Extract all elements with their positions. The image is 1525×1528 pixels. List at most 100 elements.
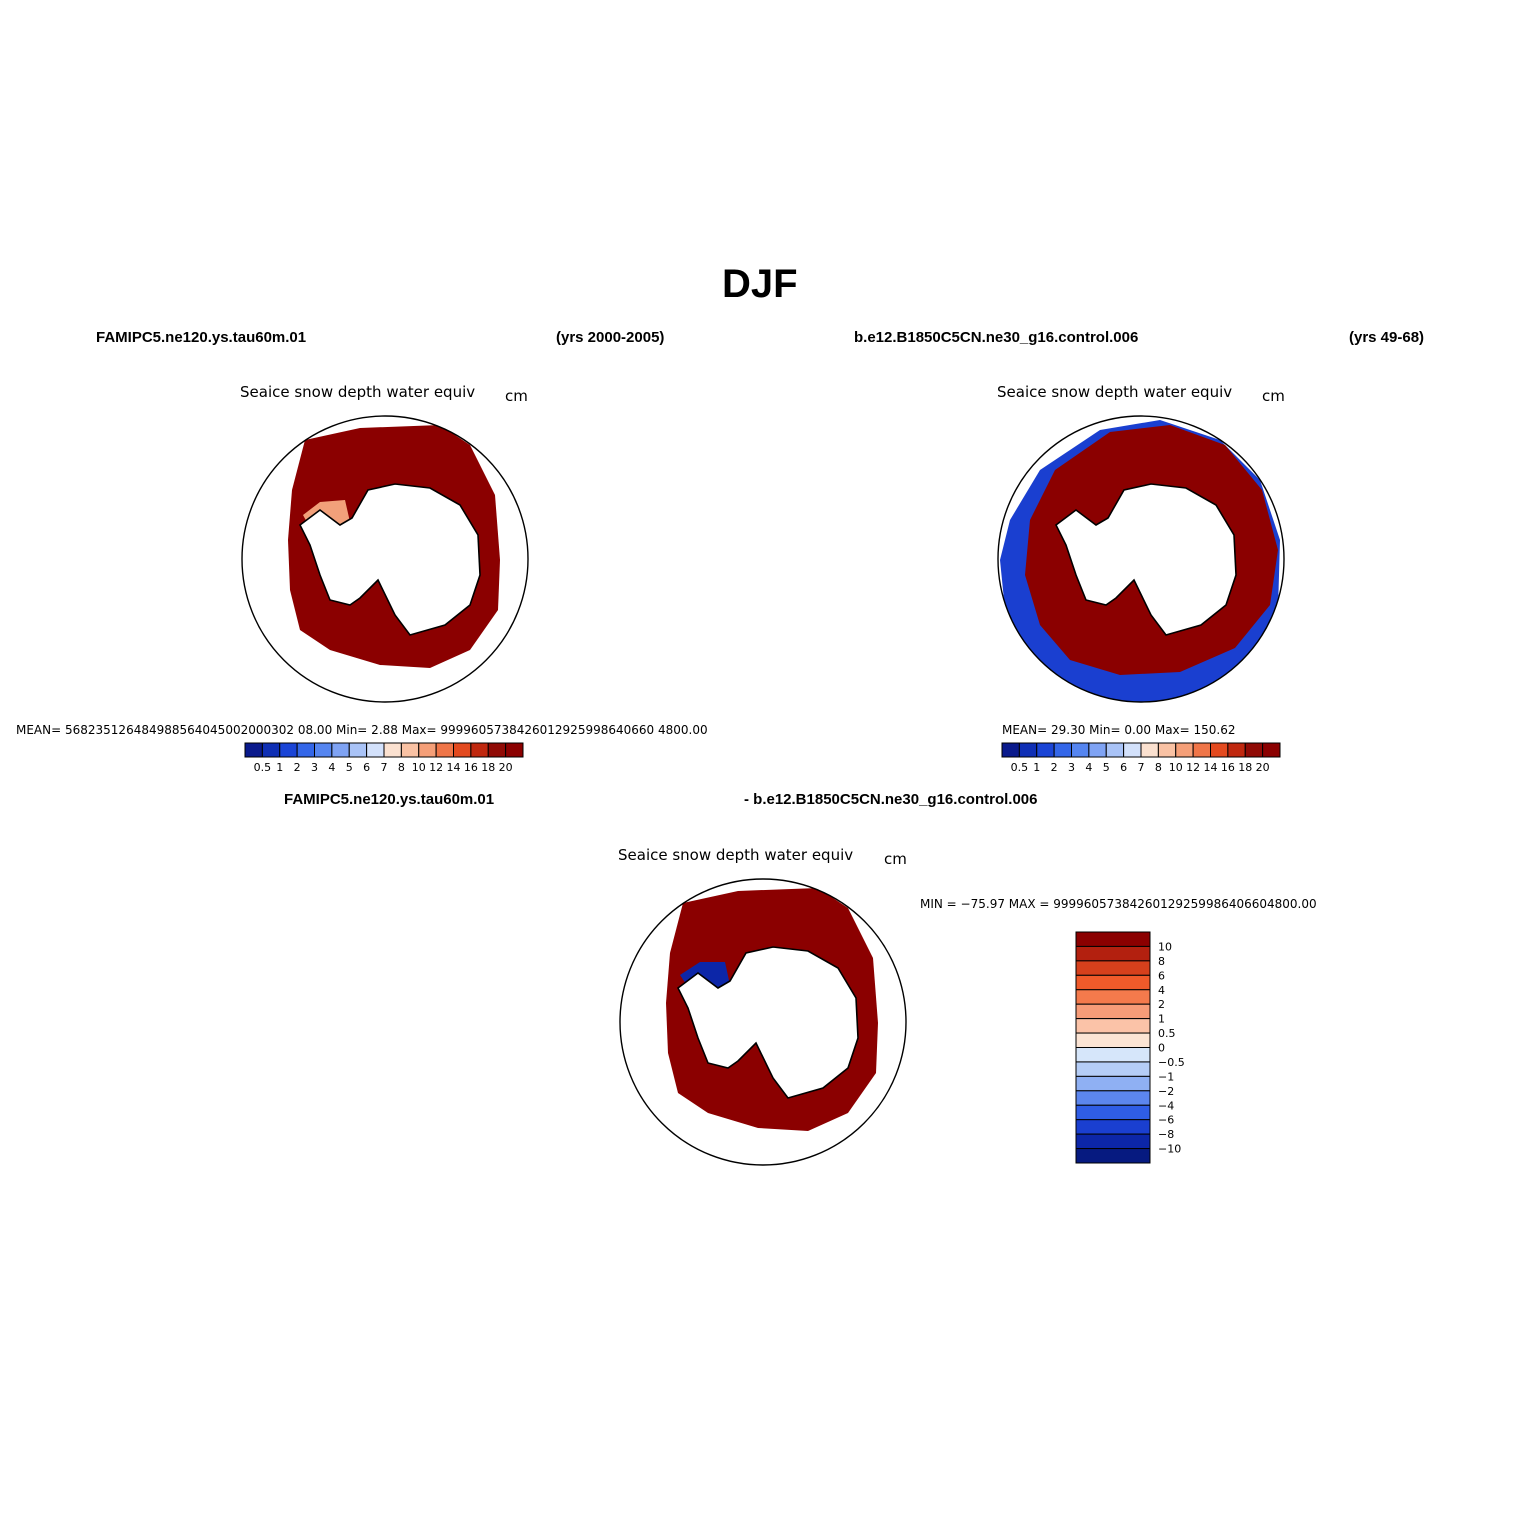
panel3-colorbar-label: −8	[1158, 1128, 1174, 1141]
figure-title: DJF	[722, 262, 798, 306]
panel3-colorbar-label: −2	[1158, 1085, 1174, 1098]
panel3-colorbar-swatch	[1075, 931, 1151, 947]
panel1-colorbar-label: 8	[398, 761, 405, 774]
panel3-colorbar-swatch	[1075, 1133, 1151, 1150]
panel3-colorbar-label: 4	[1158, 984, 1165, 997]
panel2-colorbar-label: 7	[1138, 761, 1145, 774]
panel2-colorbar-swatch	[1210, 742, 1229, 758]
panel1-colorbar-swatch	[383, 742, 402, 758]
panel2-antarctica	[1054, 483, 1237, 636]
panel3-colorbar-swatch	[1075, 1047, 1151, 1063]
panel2-colorbar-swatch	[1175, 742, 1194, 758]
panel3-case2: - b.e12.B1850C5CN.ne30_g16.control.006	[744, 791, 1038, 808]
panel1-colorbar-swatch	[487, 742, 507, 758]
panel2-colorbar-swatch	[1192, 742, 1211, 758]
panel3-colorbar-swatch	[1075, 960, 1151, 976]
panel2-colorbar-label: 18	[1238, 761, 1252, 774]
panel2-colorbar-swatch	[1071, 742, 1090, 758]
panel1-case: FAMIPC5.ne120.ys.tau60m.01	[96, 329, 307, 346]
panel3-colorbar-swatch	[1075, 1032, 1151, 1048]
panel2-colorbar-swatch	[1018, 742, 1038, 758]
panel1-stats: MEAN= 568235126484988564045002000302 08.…	[16, 723, 708, 737]
panel2-colorbar-label: 4	[1085, 761, 1092, 774]
panel1-colorbar-swatch	[244, 742, 263, 758]
panel3-colorbar-swatch	[1075, 1003, 1151, 1020]
panel1-colorbar-swatch	[314, 742, 333, 758]
panel1-colorbar-swatch	[470, 742, 489, 758]
panel3-colorbar-label: −10	[1158, 1143, 1181, 1156]
panel1-colorbar-label: 7	[381, 761, 388, 774]
panel3-colorbar-label: −6	[1158, 1114, 1174, 1127]
panel3-stats: MIN = −75.97 MAX = 999960573842601292599…	[920, 897, 1317, 911]
panel2-colorbar-label: 10	[1169, 761, 1183, 774]
panel3-colorbar-swatch	[1075, 1061, 1151, 1077]
panel2-colorbar-swatch	[1262, 742, 1281, 758]
panel1-colorbar-label: 16	[464, 761, 478, 774]
panel1-colorbar-label: 20	[499, 761, 513, 774]
panel1-variable: Seaice snow depth water equiv	[240, 383, 476, 401]
panel1-map-boundary	[241, 415, 529, 703]
panel1-colorbar-swatch	[348, 742, 368, 758]
panel1-colorbar-swatch	[418, 742, 437, 758]
panel2-map	[997, 415, 1285, 703]
panel3-colorbar-swatch	[1075, 945, 1151, 962]
panel1-colorbar-label: 12	[429, 761, 443, 774]
panel1-colorbar: 0.5 1 2 3 4 5 6 7 8 10 12 14 16 18 20	[244, 742, 524, 774]
panel2-colorbar-swatch	[1140, 742, 1159, 758]
panel3-colorbar-swatch	[1075, 1075, 1151, 1092]
panel1-colorbar-label: 2	[294, 761, 301, 774]
panel1-colorbar-swatch	[400, 742, 420, 758]
panel1-colorbar-swatch	[505, 742, 524, 758]
panel2-years: (yrs 49-68)	[1349, 329, 1425, 346]
panel2-units: cm	[1262, 387, 1285, 405]
panel1-years: (yrs 2000-2005)	[556, 329, 665, 346]
panel1-antarctica	[298, 483, 481, 636]
panel2-colorbar-label: 1	[1033, 761, 1040, 774]
panel2-colorbar-label: 0.5	[1011, 761, 1029, 774]
panel2-colorbar-swatch	[1123, 742, 1142, 758]
panel1-colorbar-label: 1	[276, 761, 283, 774]
panel2-colorbar-label: 2	[1051, 761, 1058, 774]
panel3-colorbar: 10 86 42 10.5 0−0.5−1 −2−4 −6−8 −10	[1075, 931, 1185, 1164]
panel1-colorbar-swatch	[435, 742, 454, 758]
panel2-colorbar-swatch	[1053, 742, 1072, 758]
panel1-colorbar-label: 18	[481, 761, 495, 774]
panel3-colorbar-swatch	[1075, 1090, 1151, 1106]
panel3-colorbar-swatch	[1075, 1018, 1151, 1034]
panel1-colorbar-swatch	[261, 742, 281, 758]
panel2-colorbar-label: 12	[1186, 761, 1200, 774]
panel2-stats: MEAN= 29.30 Min= 0.00 Max= 150.62	[1002, 723, 1236, 737]
panel2-colorbar-swatch	[1036, 742, 1055, 758]
panel3-colorbar-label: 8	[1158, 955, 1165, 968]
panel2-variable: Seaice snow depth water equiv	[997, 383, 1233, 401]
panel1-colorbar-label: 14	[447, 761, 461, 774]
panel1-colorbar-label: 4	[328, 761, 335, 774]
panel3-variable: Seaice snow depth water equiv	[618, 846, 854, 864]
panel1-colorbar-label: 6	[363, 761, 370, 774]
panel3-case: FAMIPC5.ne120.ys.tau60m.01	[284, 791, 495, 808]
panel2-colorbar-swatch	[1244, 742, 1264, 758]
panel2-map-boundary	[997, 415, 1285, 703]
panel3-map-boundary	[619, 878, 907, 1166]
panel1-colorbar-swatch	[453, 742, 472, 758]
panel3-units: cm	[884, 850, 907, 868]
panel3-colorbar-label: −4	[1158, 1099, 1174, 1112]
panel3-map	[619, 878, 907, 1166]
panel3-colorbar-label: 10	[1158, 940, 1172, 953]
panel3-colorbar-swatch	[1075, 974, 1151, 991]
panel3-colorbar-label: 1	[1158, 1013, 1165, 1026]
panel3-antarctica	[676, 946, 859, 1099]
panel3-colorbar-swatch	[1075, 1104, 1151, 1121]
panel2-colorbar-swatch	[1157, 742, 1177, 758]
panel3-colorbar-label: 0	[1158, 1042, 1165, 1055]
panel2-colorbar-label: 6	[1120, 761, 1127, 774]
panel1-colorbar-swatch	[296, 742, 315, 758]
panel3-colorbar-swatch	[1075, 1119, 1151, 1135]
panel3-colorbar-swatch	[1075, 1148, 1151, 1164]
panel1-colorbar-label: 10	[412, 761, 426, 774]
panel1-colorbar-swatch	[331, 742, 350, 758]
panel2-colorbar-swatch	[1001, 742, 1020, 758]
panel2-colorbar-label: 16	[1221, 761, 1235, 774]
panel2-colorbar-label: 8	[1155, 761, 1162, 774]
panel1-colorbar-swatch	[366, 742, 385, 758]
